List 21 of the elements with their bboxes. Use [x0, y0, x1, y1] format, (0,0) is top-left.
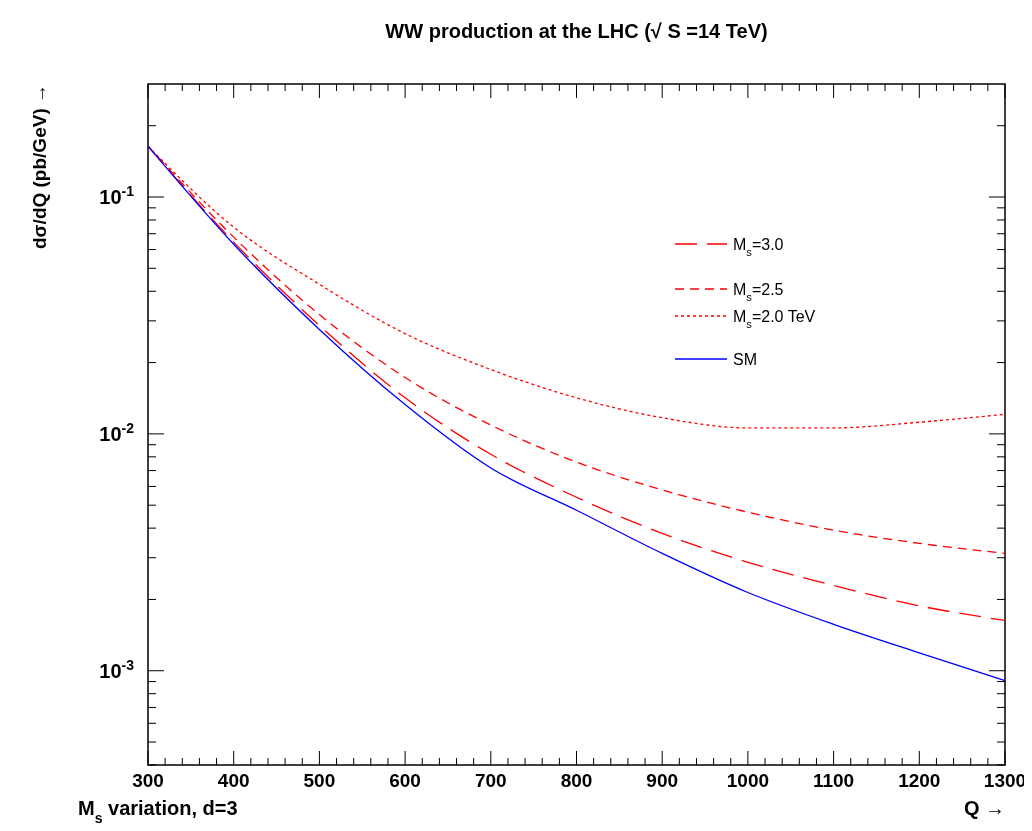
x-tick-label: 1100 — [812, 770, 855, 791]
x-tick-label: 1000 — [726, 770, 770, 791]
legend-label: M$_{s}$=2.5 — [733, 281, 784, 303]
x-axis-title: Q → — [963, 797, 1005, 819]
x-tick-label: 500 — [303, 770, 336, 791]
x-tick-label: 800 — [560, 770, 593, 791]
x-tick-label: 1200 — [898, 770, 941, 791]
x-tick-label: 400 — [217, 770, 250, 791]
y-axis-title: dσ/dQ (pb/GeV) → — [29, 84, 50, 249]
y-tick-label: 10$^{-3}$ — [99, 656, 135, 682]
x-tick-label: 900 — [646, 770, 679, 791]
chart-title: WW production at the LHC (√ S =14 TeV) — [385, 20, 768, 42]
x-tick-label: 300 — [132, 770, 164, 791]
y-tick-label: 10$^{-1}$ — [99, 183, 135, 209]
text: M$_{s}$ variation, d=3 — [78, 797, 238, 826]
legend-label: M$_{s}$=2.0 TeV — [733, 308, 816, 330]
x-tick-label: 600 — [389, 770, 421, 791]
y-tick-label: 10$^{-2}$ — [99, 419, 135, 445]
x-tick-label: 700 — [474, 770, 507, 791]
legend-label: SM — [733, 351, 757, 368]
legend-label: M$_{s}$=3.0 — [733, 236, 784, 258]
